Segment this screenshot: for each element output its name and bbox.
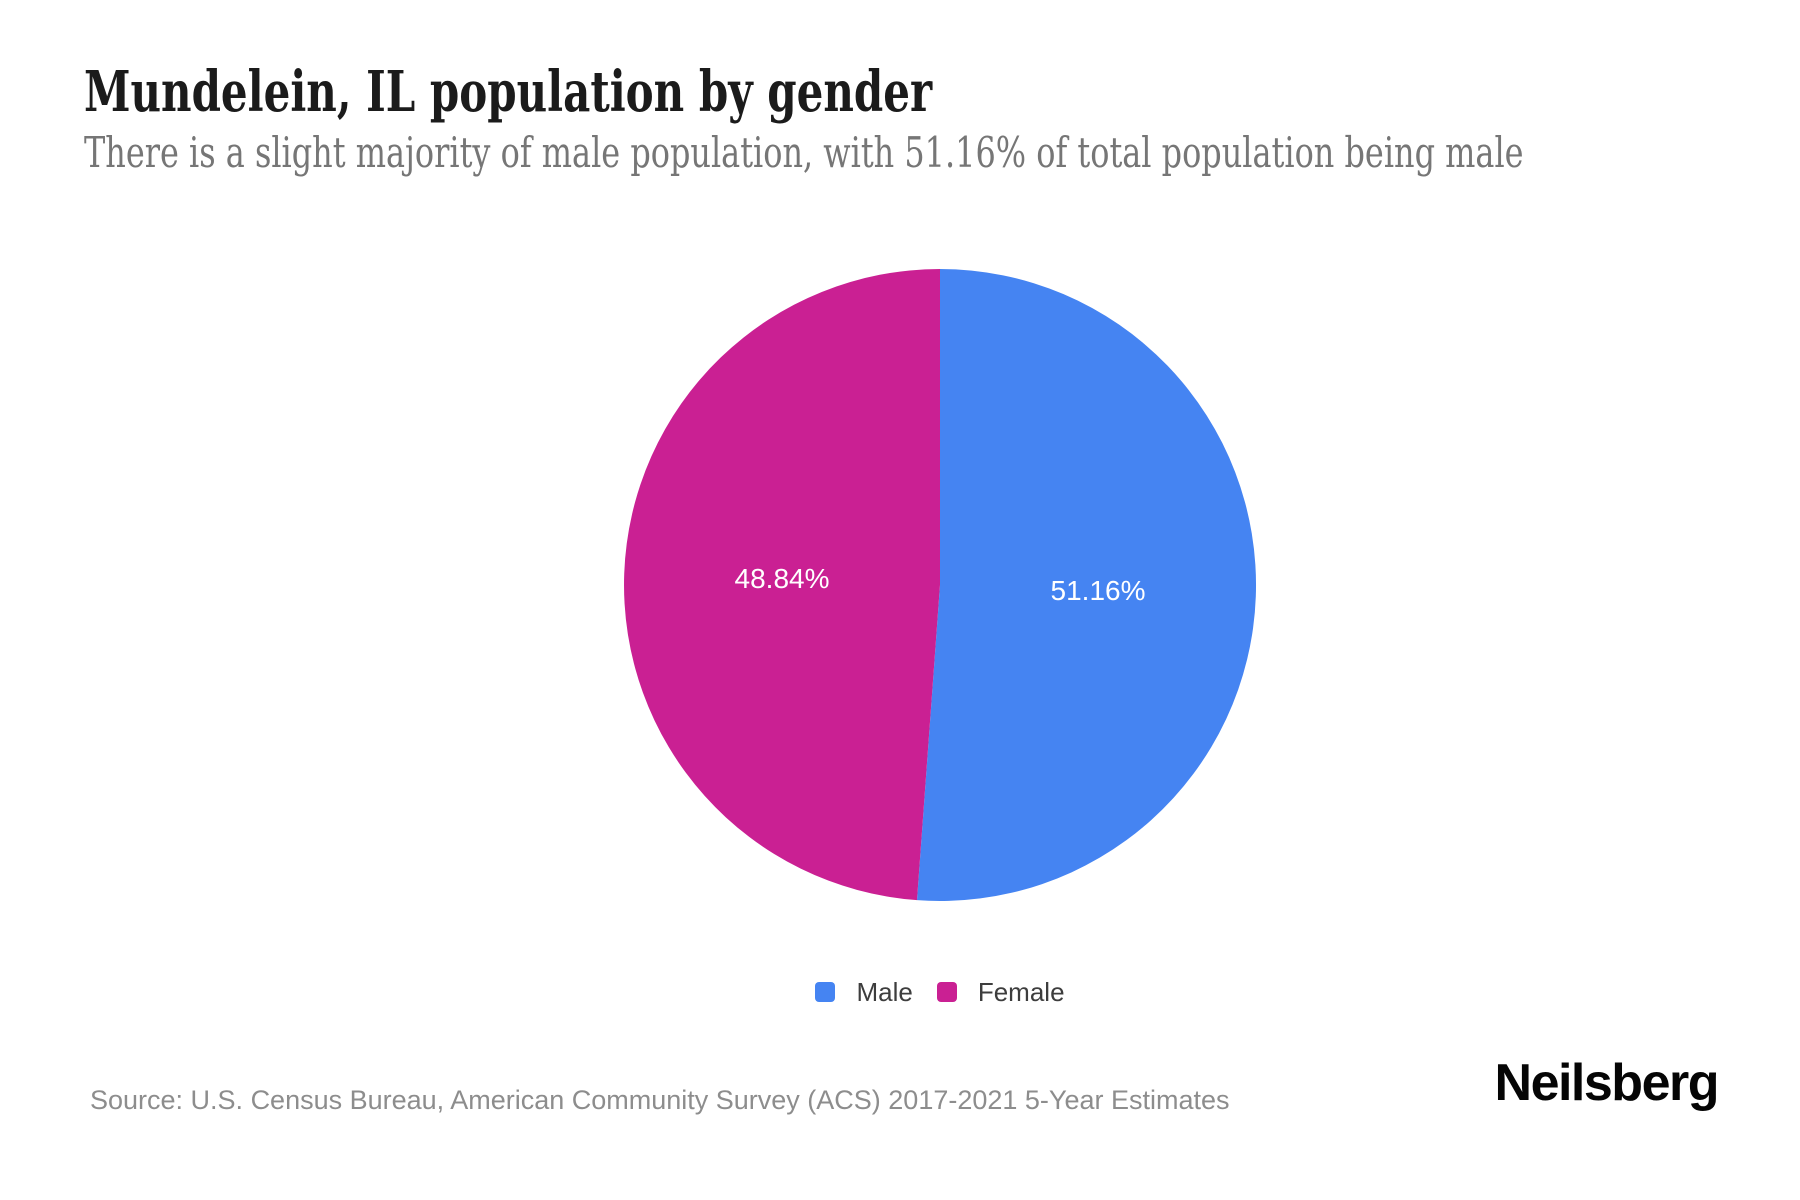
- legend-item-male[interactable]: Male: [815, 977, 913, 1007]
- legend-item-female[interactable]: Female: [936, 977, 1065, 1007]
- legend-swatch-male: [815, 982, 836, 1002]
- brand-logo: Neilsberg: [1494, 1054, 1720, 1112]
- source-note: Source: U.S. Census Bureau, American Com…: [90, 1085, 1230, 1115]
- legend-swatch-female: [936, 982, 957, 1002]
- chart-subtitle: There is a slight majority of male popul…: [84, 128, 1524, 177]
- pie-chart: [624, 269, 1257, 901]
- legend: Male Female: [80, 979, 1800, 1005]
- pie-slice-female[interactable]: [624, 269, 940, 901]
- chart-title: Mundelein, IL population by gender: [84, 59, 933, 125]
- legend-label-male: Male: [856, 977, 913, 1007]
- legend-label-female: Female: [977, 977, 1065, 1007]
- pie-slice-male[interactable]: [916, 269, 1257, 901]
